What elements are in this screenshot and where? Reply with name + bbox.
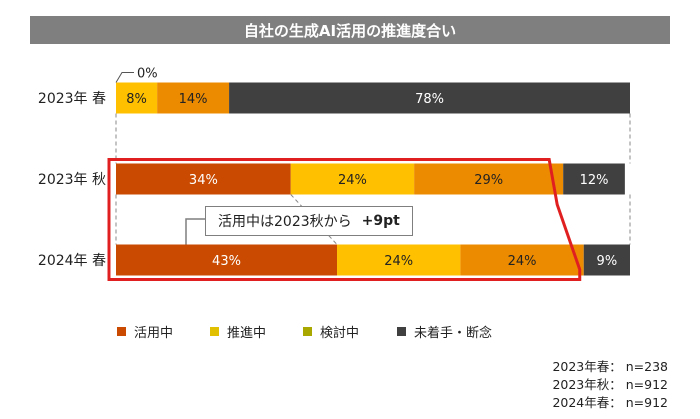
legend-item-michakushu: 未着手・断念 bbox=[397, 322, 492, 341]
bar-segment bbox=[116, 82, 158, 114]
bar-segment bbox=[116, 163, 291, 195]
highlight-frame bbox=[107, 158, 582, 281]
sample-size-note: 2023年秋： n=912 bbox=[552, 377, 668, 392]
data-label: 12% bbox=[580, 173, 609, 188]
zero-label-leader bbox=[115, 72, 134, 83]
legend-item-katsuyou: 活用中 bbox=[117, 322, 173, 341]
chart-title: 自社の生成AI活用の推進度合い bbox=[30, 16, 670, 44]
data-label: 8% bbox=[126, 92, 147, 107]
data-label: 24% bbox=[508, 254, 537, 269]
legend-label: 活用中 bbox=[134, 326, 174, 341]
bar-segment bbox=[116, 244, 338, 276]
bar-segment bbox=[414, 163, 564, 195]
callout-annotation: 活用中は2023秋から +9pt bbox=[205, 206, 413, 236]
bar-segment bbox=[563, 163, 625, 195]
bar-segment bbox=[460, 244, 584, 276]
data-label: 14% bbox=[179, 92, 208, 107]
legend-label: 推進中 bbox=[227, 326, 267, 341]
connector-line bbox=[290, 194, 338, 245]
data-label: 43% bbox=[212, 254, 241, 269]
legend-swatch bbox=[397, 327, 406, 336]
data-label: 78% bbox=[415, 92, 444, 107]
legend-label: 検討中 bbox=[320, 326, 360, 341]
bar-segment bbox=[157, 82, 230, 114]
legend-swatch bbox=[210, 327, 219, 336]
data-label: 0% bbox=[137, 67, 158, 82]
legend-item-kentou: 検討中 bbox=[303, 322, 359, 341]
data-label: 24% bbox=[384, 254, 413, 269]
data-label: 24% bbox=[338, 173, 367, 188]
sample-size-notes: 2023年春： n=238 2023年秋： n=912 2024年春： n=91… bbox=[552, 358, 668, 412]
callout-text: 活用中は2023秋から bbox=[218, 214, 352, 230]
callout-highlight: +9pt bbox=[361, 213, 400, 229]
data-label: 9% bbox=[597, 254, 618, 269]
callout-leader bbox=[185, 218, 205, 245]
sample-size-note: 2024年春： n=912 bbox=[552, 395, 668, 410]
category-label: 2024年 春 bbox=[38, 253, 106, 269]
legend-label: 未着手・断念 bbox=[414, 326, 493, 341]
category-label: 2023年 秋 bbox=[38, 172, 106, 188]
data-label: 34% bbox=[189, 173, 218, 188]
legend: 活用中 推進中 検討中 未着手・断念 bbox=[0, 322, 700, 342]
sample-size-note: 2023年春： n=238 bbox=[552, 359, 668, 374]
bar-segment bbox=[337, 244, 461, 276]
data-label: 29% bbox=[474, 173, 503, 188]
bar-segment bbox=[290, 163, 415, 195]
legend-swatch bbox=[303, 327, 312, 336]
bar-segment bbox=[583, 244, 630, 276]
category-label: 2023年 春 bbox=[38, 91, 106, 107]
legend-swatch bbox=[117, 327, 126, 336]
bar-segment bbox=[229, 82, 630, 114]
legend-item-suishin: 推進中 bbox=[210, 322, 266, 341]
